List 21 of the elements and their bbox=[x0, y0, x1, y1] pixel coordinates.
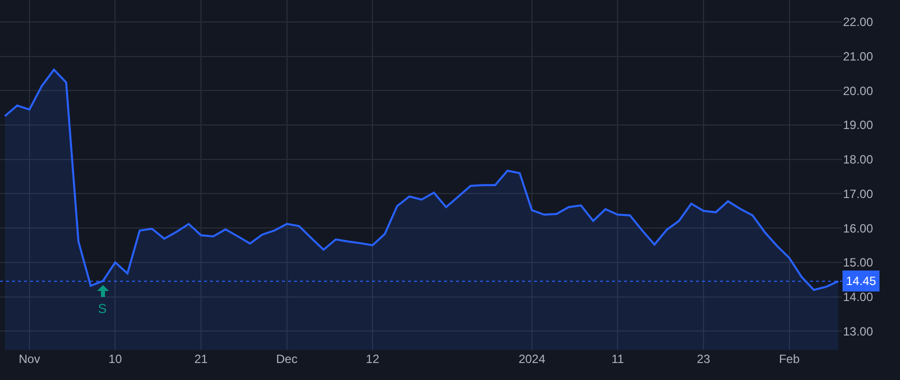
ref-line-label: 14.45 bbox=[846, 274, 876, 288]
x-tick-label: 2024 bbox=[518, 352, 546, 366]
y-tick-label: 14.00 bbox=[843, 290, 874, 304]
x-tick-label: 21 bbox=[194, 352, 208, 366]
y-tick-label: 13.00 bbox=[843, 324, 874, 338]
y-tick-label: 18.00 bbox=[843, 152, 874, 167]
y-tick-label: 19.00 bbox=[843, 118, 874, 132]
x-tick-label: 12 bbox=[366, 352, 380, 366]
annotation: S bbox=[98, 301, 107, 316]
y-tick-label: 21.00 bbox=[843, 50, 874, 64]
y-tick-label: 22.00 bbox=[843, 15, 874, 30]
x-tick-label: 10 bbox=[108, 352, 122, 366]
x-tick-label: Dec bbox=[276, 352, 298, 366]
y-tick-label: 15.00 bbox=[843, 256, 874, 270]
y-tick-label: 17.00 bbox=[843, 186, 874, 201]
x-tick-label: 23 bbox=[696, 352, 711, 366]
y-tick-label: 20.00 bbox=[843, 84, 874, 98]
x-tick-label: Feb bbox=[778, 352, 800, 366]
x-tick-label: Nov bbox=[18, 352, 40, 366]
x-tick-label: 11 bbox=[611, 352, 624, 366]
y-tick-label: 16.00 bbox=[843, 221, 874, 236]
